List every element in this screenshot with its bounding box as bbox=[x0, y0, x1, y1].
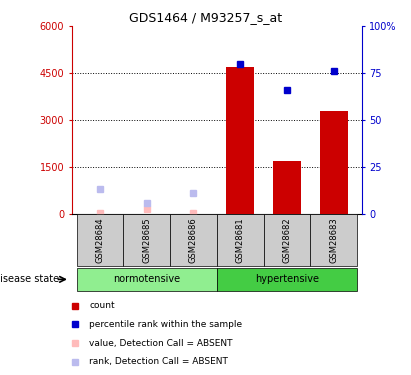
Bar bbox=[170, 214, 217, 266]
Bar bbox=[76, 214, 123, 266]
Text: percentile rank within the sample: percentile rank within the sample bbox=[89, 320, 242, 329]
Bar bbox=[217, 214, 263, 266]
Text: value, Detection Call = ABSENT: value, Detection Call = ABSENT bbox=[89, 339, 233, 348]
Text: GDS1464 / M93257_s_at: GDS1464 / M93257_s_at bbox=[129, 11, 282, 24]
Text: normotensive: normotensive bbox=[113, 274, 180, 284]
Bar bbox=[273, 160, 301, 214]
Text: GSM28683: GSM28683 bbox=[329, 217, 338, 263]
Bar bbox=[320, 111, 348, 214]
Text: count: count bbox=[89, 301, 115, 310]
Text: rank, Detection Call = ABSENT: rank, Detection Call = ABSENT bbox=[89, 357, 228, 366]
Bar bbox=[263, 214, 310, 266]
Bar bbox=[76, 268, 217, 291]
Text: GSM28681: GSM28681 bbox=[236, 217, 245, 263]
Text: disease state: disease state bbox=[0, 274, 60, 284]
Text: GSM28685: GSM28685 bbox=[142, 217, 151, 263]
Text: GSM28682: GSM28682 bbox=[282, 217, 291, 263]
Bar bbox=[217, 268, 357, 291]
Text: GSM28686: GSM28686 bbox=[189, 217, 198, 263]
Bar bbox=[123, 214, 170, 266]
Text: GSM28684: GSM28684 bbox=[95, 217, 104, 263]
Text: hypertensive: hypertensive bbox=[255, 274, 319, 284]
Bar bbox=[226, 67, 254, 214]
Bar bbox=[310, 214, 357, 266]
